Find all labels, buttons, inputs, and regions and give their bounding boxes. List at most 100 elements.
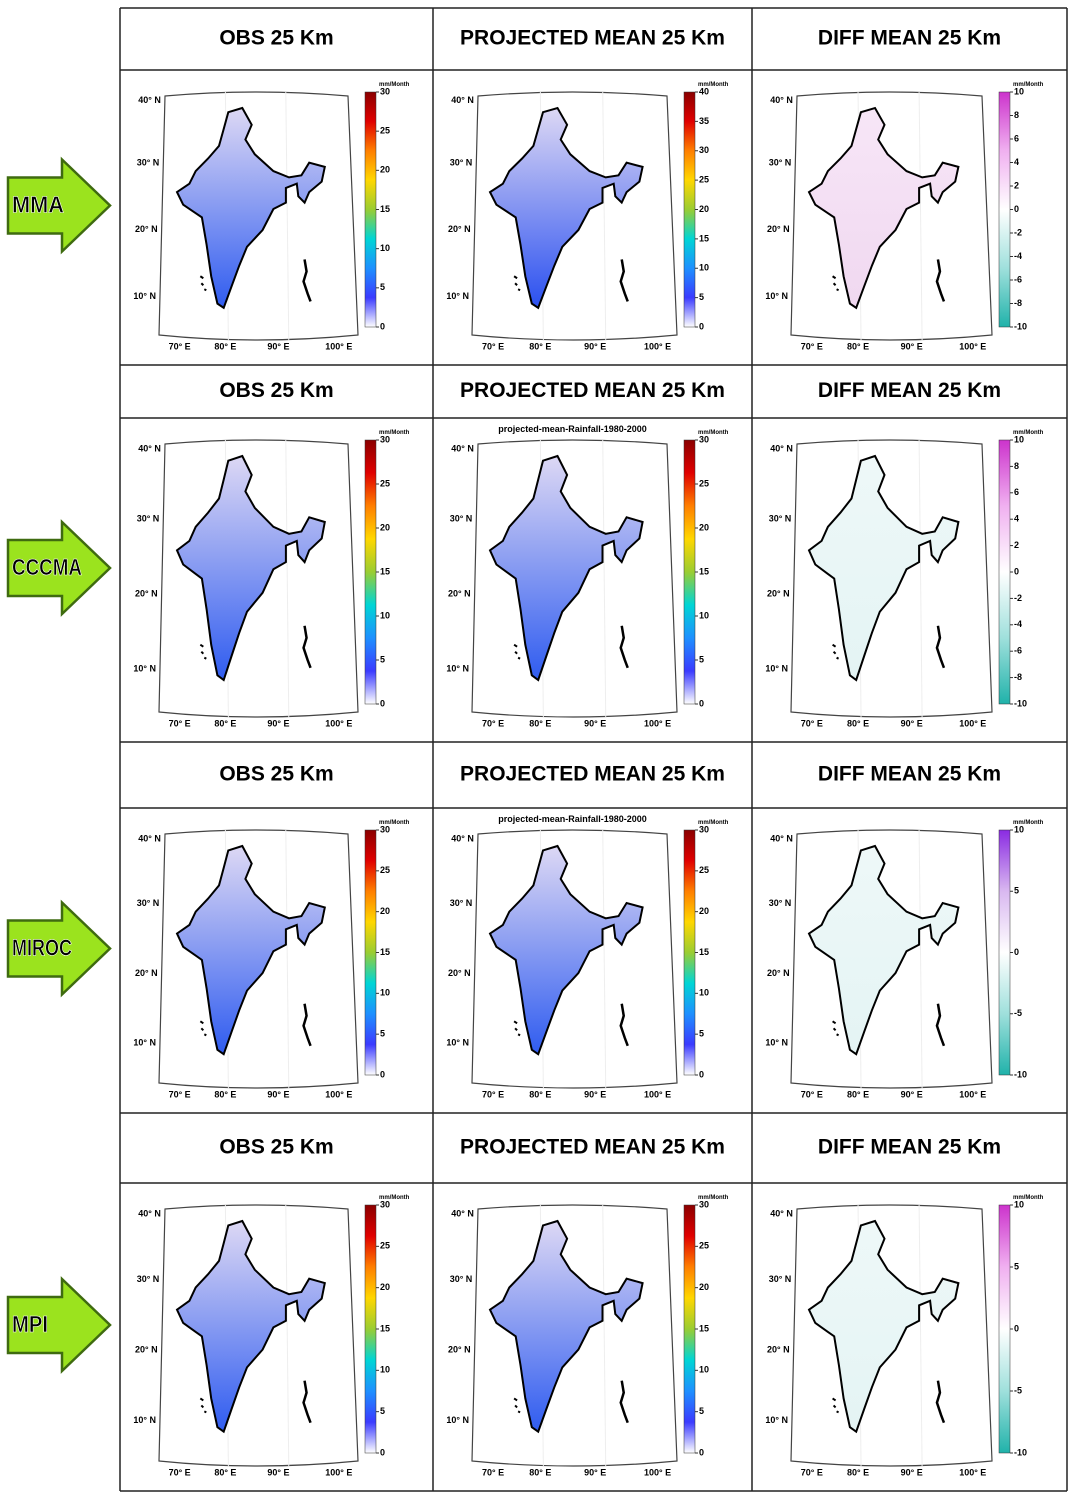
colorbar-tick-label: 25 bbox=[380, 865, 390, 875]
colorbar-tick-label: 0 bbox=[699, 321, 704, 331]
colorbar bbox=[364, 829, 377, 1076]
colorbar-tick-label: 30 bbox=[380, 824, 390, 834]
colorbar-tick-label: -6 bbox=[1014, 646, 1022, 656]
islands bbox=[832, 643, 840, 660]
lon-label: 70° E bbox=[801, 1467, 823, 1477]
colorbar-tick-label: 6 bbox=[1014, 487, 1019, 497]
lat-label: 30° N bbox=[769, 1274, 792, 1284]
lat-label: 20° N bbox=[448, 588, 471, 598]
colorbar-tick-label: 15 bbox=[699, 947, 709, 957]
colorbar-unit: mm/Month bbox=[379, 82, 410, 88]
colorbar-tick-label: 0 bbox=[1014, 1323, 1019, 1333]
colorbar bbox=[998, 91, 1011, 328]
india-map bbox=[175, 106, 326, 310]
colorbar-tick-label: 15 bbox=[380, 1323, 390, 1333]
panel-title: DIFF MEAN 25 Km bbox=[818, 379, 1001, 402]
colorbar bbox=[364, 91, 377, 328]
india-map bbox=[488, 1219, 644, 1434]
lon-label: 90° E bbox=[267, 341, 289, 351]
islands bbox=[199, 643, 207, 660]
map-graticule bbox=[285, 439, 290, 719]
colorbar-unit: mm/Month bbox=[698, 820, 729, 826]
lon-label: 100° E bbox=[325, 341, 352, 351]
islands bbox=[935, 259, 946, 302]
india-map bbox=[175, 844, 326, 1056]
lon-label: 80° E bbox=[529, 341, 551, 351]
colorbar-tick-label: -6 bbox=[1014, 274, 1022, 284]
map-graticule bbox=[285, 1204, 290, 1468]
colorbar-tick-label: -10 bbox=[1014, 698, 1027, 708]
colorbar-tick-label: 15 bbox=[380, 204, 390, 214]
colorbar-tick-label: 0 bbox=[1014, 566, 1019, 576]
lat-label: 40° N bbox=[451, 444, 474, 454]
colorbar-tick-label: 30 bbox=[380, 434, 390, 444]
islands bbox=[513, 1020, 521, 1037]
colorbar-unit: mm/Month bbox=[379, 430, 410, 436]
lon-label: 90° E bbox=[584, 341, 606, 351]
lon-label: 80° E bbox=[847, 341, 869, 351]
lon-label: 70° E bbox=[169, 341, 191, 351]
colorbar-tick-label: 25 bbox=[380, 478, 390, 488]
colorbar-tick-label: 10 bbox=[699, 988, 709, 998]
islands bbox=[199, 1397, 207, 1414]
lat-label: 40° N bbox=[451, 833, 474, 843]
lat-label: 30° N bbox=[450, 898, 473, 908]
colorbar-tick-label: 0 bbox=[380, 1069, 385, 1079]
lon-label: 100° E bbox=[644, 1089, 671, 1099]
lon-label: 100° E bbox=[959, 718, 986, 728]
map-graticule bbox=[918, 439, 923, 719]
colorbar-tick-label: 15 bbox=[699, 1323, 709, 1333]
colorbar bbox=[364, 439, 377, 705]
islands bbox=[302, 625, 312, 669]
lat-label: 20° N bbox=[767, 1344, 790, 1354]
lat-label: 40° N bbox=[138, 833, 161, 843]
colorbar-tick-label: 10 bbox=[699, 610, 709, 620]
islands bbox=[832, 1020, 840, 1037]
lon-label: 80° E bbox=[847, 1467, 869, 1477]
lat-label: 30° N bbox=[137, 157, 160, 167]
lat-label: 30° N bbox=[769, 513, 792, 523]
colorbar-tick-label: 30 bbox=[699, 145, 709, 155]
colorbar-tick-label: 0 bbox=[699, 1069, 704, 1079]
colorbar-tick-label: 25 bbox=[699, 865, 709, 875]
colorbar-tick-label: 5 bbox=[380, 1406, 385, 1416]
colorbar-tick-label: 10 bbox=[380, 1365, 390, 1375]
colorbar-tick-label: -10 bbox=[1014, 1069, 1027, 1079]
colorbar-tick-label: 10 bbox=[1014, 824, 1024, 834]
lon-label: 80° E bbox=[214, 1467, 236, 1477]
colorbar-unit: mm/Month bbox=[1013, 82, 1044, 88]
panel-title: OBS 25 Km bbox=[219, 27, 333, 50]
colorbar-tick-label: 25 bbox=[699, 175, 709, 185]
lon-label: 70° E bbox=[801, 341, 823, 351]
colorbar-tick-label: 15 bbox=[699, 566, 709, 576]
lon-label: 90° E bbox=[267, 718, 289, 728]
lat-label: 20° N bbox=[135, 1344, 158, 1354]
lat-label: 20° N bbox=[767, 224, 790, 234]
lon-label: 70° E bbox=[482, 1467, 504, 1477]
india-map bbox=[488, 454, 644, 682]
lat-label: 40° N bbox=[138, 444, 161, 454]
colorbar-tick-label: 25 bbox=[380, 126, 390, 136]
lon-label: 70° E bbox=[801, 1089, 823, 1099]
map-graticule bbox=[602, 439, 607, 719]
colorbar-tick-label: 10 bbox=[699, 1365, 709, 1375]
colorbar-tick-label: -2 bbox=[1014, 227, 1022, 237]
colorbar-tick-label: 2 bbox=[1014, 180, 1019, 190]
colorbar-unit: mm/Month bbox=[698, 430, 729, 436]
map-subtitle: projected-mean-Rainfall-1980-2000 bbox=[498, 814, 647, 824]
map-graticule bbox=[285, 91, 290, 342]
lon-label: 90° E bbox=[901, 718, 923, 728]
map-graticule bbox=[918, 829, 923, 1090]
lat-label: 10° N bbox=[133, 1415, 156, 1425]
colorbar-tick-label: 4 bbox=[1014, 514, 1019, 524]
lon-label: 90° E bbox=[267, 1467, 289, 1477]
lat-label: 10° N bbox=[765, 663, 788, 673]
lat-label: 20° N bbox=[448, 1344, 471, 1354]
colorbar-tick-label: 8 bbox=[1014, 110, 1019, 120]
lon-label: 80° E bbox=[214, 341, 236, 351]
panel-title: PROJECTED MEAN 25 Km bbox=[460, 763, 725, 786]
colorbar-tick-label: 0 bbox=[1014, 947, 1019, 957]
colorbar-tick-label: -8 bbox=[1014, 672, 1022, 682]
lat-label: 10° N bbox=[446, 1038, 469, 1048]
colorbar-tick-label: 5 bbox=[380, 654, 385, 664]
